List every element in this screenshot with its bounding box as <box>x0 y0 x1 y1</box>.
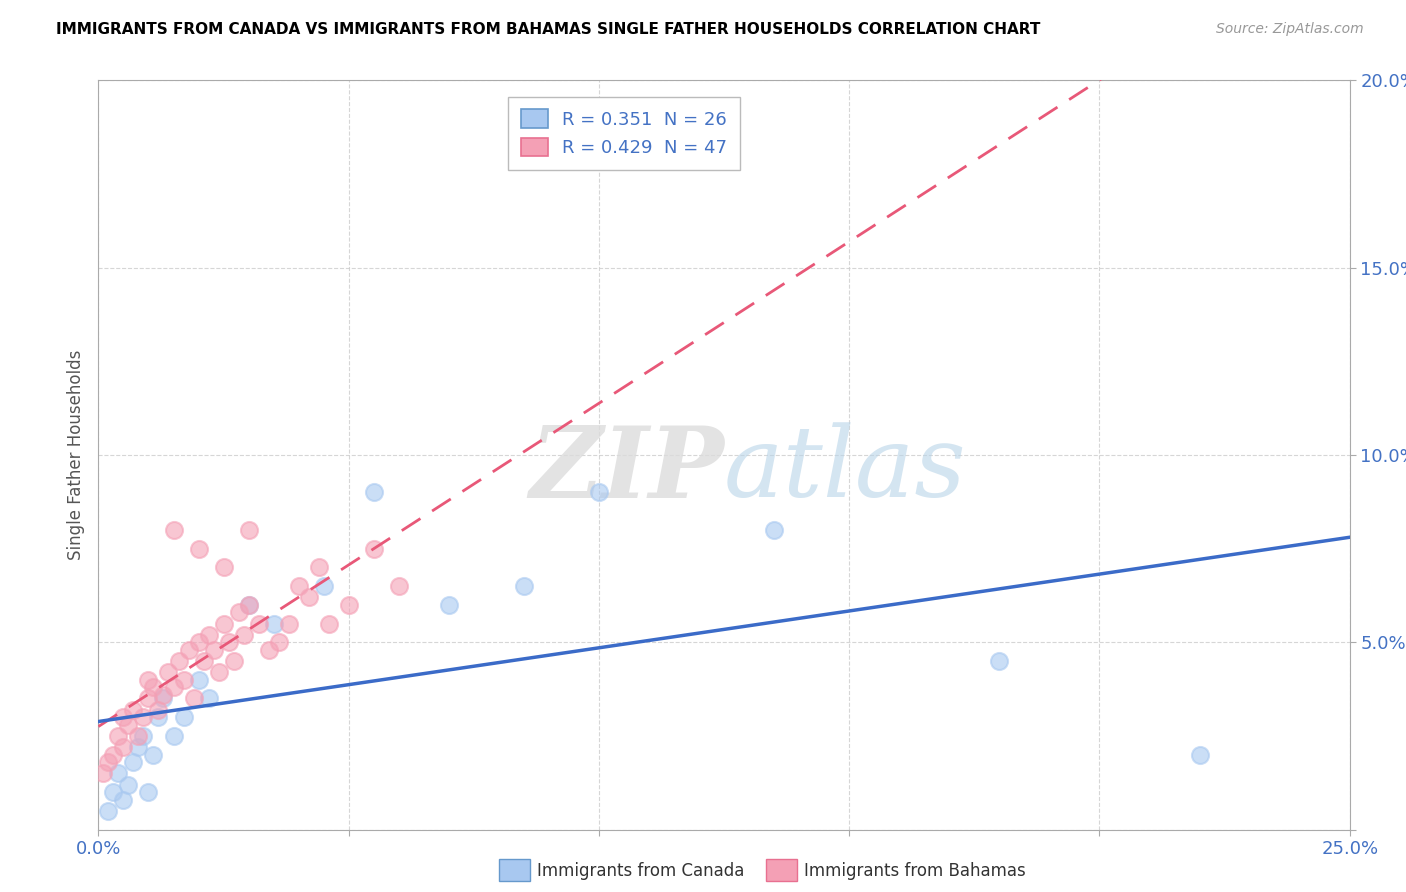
Point <box>152 691 174 706</box>
Point <box>308 560 330 574</box>
Point <box>148 710 170 724</box>
Point <box>117 778 139 792</box>
Point <box>193 654 215 668</box>
Point <box>312 579 335 593</box>
Point <box>238 598 260 612</box>
Point <box>363 485 385 500</box>
Text: Immigrants from Bahamas: Immigrants from Bahamas <box>804 862 1026 880</box>
Point <box>117 717 139 731</box>
Point <box>287 579 309 593</box>
Point <box>162 523 184 537</box>
Point <box>247 616 270 631</box>
Point <box>238 598 260 612</box>
Point <box>363 541 385 556</box>
Point <box>127 729 149 743</box>
Point <box>257 642 280 657</box>
Point <box>318 616 340 631</box>
Text: IMMIGRANTS FROM CANADA VS IMMIGRANTS FROM BAHAMAS SINGLE FATHER HOUSEHOLDS CORRE: IMMIGRANTS FROM CANADA VS IMMIGRANTS FRO… <box>56 22 1040 37</box>
Point <box>127 740 149 755</box>
Point <box>988 654 1011 668</box>
Point <box>97 804 120 818</box>
Point <box>152 688 174 702</box>
Point <box>298 591 321 605</box>
Point <box>97 755 120 769</box>
Point <box>112 710 135 724</box>
Text: atlas: atlas <box>724 422 967 517</box>
Point <box>763 523 786 537</box>
Point <box>138 691 160 706</box>
Point <box>167 654 190 668</box>
Point <box>588 485 610 500</box>
Point <box>132 710 155 724</box>
Point <box>112 792 135 806</box>
Point <box>207 665 229 680</box>
Point <box>93 766 115 780</box>
Point <box>222 654 245 668</box>
Point <box>212 616 235 631</box>
Y-axis label: Single Father Households: Single Father Households <box>66 350 84 560</box>
Point <box>228 605 250 619</box>
Point <box>197 691 219 706</box>
Point <box>388 579 411 593</box>
Point <box>337 598 360 612</box>
Point <box>122 755 145 769</box>
Point <box>187 635 209 649</box>
Point <box>107 766 129 780</box>
Text: Source: ZipAtlas.com: Source: ZipAtlas.com <box>1216 22 1364 37</box>
Point <box>107 729 129 743</box>
Point <box>437 598 460 612</box>
Text: Immigrants from Canada: Immigrants from Canada <box>537 862 744 880</box>
Point <box>148 703 170 717</box>
Legend: R = 0.351  N = 26, R = 0.429  N = 47: R = 0.351 N = 26, R = 0.429 N = 47 <box>508 97 740 169</box>
Point <box>187 673 209 687</box>
Point <box>267 635 290 649</box>
Point <box>277 616 299 631</box>
Point <box>132 729 155 743</box>
Point <box>142 747 165 762</box>
Text: ZIP: ZIP <box>529 422 724 518</box>
Point <box>142 680 165 694</box>
Point <box>157 665 180 680</box>
Point <box>162 680 184 694</box>
Point <box>238 523 260 537</box>
Point <box>177 642 200 657</box>
Point <box>513 579 536 593</box>
Point <box>197 628 219 642</box>
Point <box>173 710 195 724</box>
Point <box>103 747 125 762</box>
Point <box>202 642 225 657</box>
Point <box>1188 747 1211 762</box>
Point <box>138 673 160 687</box>
Point <box>212 560 235 574</box>
Point <box>218 635 240 649</box>
Point <box>112 740 135 755</box>
Point <box>187 541 209 556</box>
Point <box>232 628 254 642</box>
Point <box>122 703 145 717</box>
Point <box>263 616 285 631</box>
Point <box>173 673 195 687</box>
Point <box>138 785 160 799</box>
Point <box>162 729 184 743</box>
Point <box>103 785 125 799</box>
Point <box>183 691 205 706</box>
